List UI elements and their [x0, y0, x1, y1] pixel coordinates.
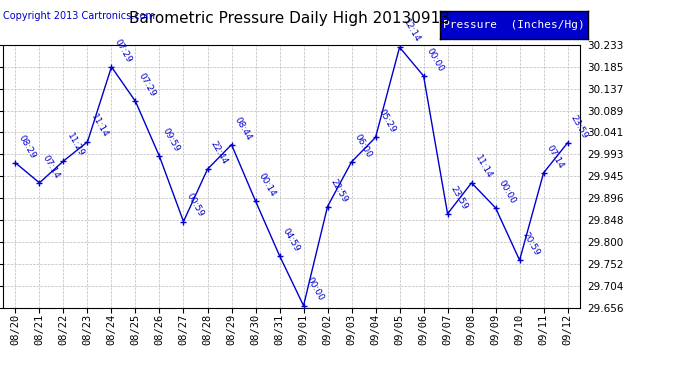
Text: 04:59: 04:59 [281, 226, 302, 253]
Text: 00:59: 00:59 [185, 192, 206, 219]
Text: 11:14: 11:14 [89, 112, 110, 139]
Text: 12:14: 12:14 [401, 18, 422, 45]
Text: 08:44: 08:44 [233, 115, 253, 142]
Text: 06:00: 06:00 [353, 132, 374, 159]
Text: Barometric Pressure Daily High 20130913: Barometric Pressure Daily High 20130913 [129, 11, 451, 26]
Text: 23:59: 23:59 [569, 113, 590, 140]
Text: 07:29: 07:29 [137, 72, 157, 99]
Text: 00:00: 00:00 [305, 276, 326, 303]
Text: 07:14: 07:14 [41, 153, 61, 180]
Text: 00:00: 00:00 [425, 46, 446, 73]
Text: 11:29: 11:29 [65, 131, 86, 158]
Text: Copyright 2013 Cartronics.com: Copyright 2013 Cartronics.com [3, 11, 155, 21]
Text: 00:14: 00:14 [257, 171, 277, 198]
Text: 08:29: 08:29 [17, 133, 37, 160]
Text: 20:59: 20:59 [521, 231, 542, 257]
Text: 23:59: 23:59 [449, 184, 470, 211]
Text: Pressure  (Inches/Hg): Pressure (Inches/Hg) [443, 20, 584, 30]
Text: 07:29: 07:29 [113, 37, 134, 64]
Text: 22:59: 22:59 [329, 177, 350, 204]
Text: 22:44: 22:44 [209, 140, 229, 166]
Text: 11:14: 11:14 [473, 153, 493, 180]
Text: 00:00: 00:00 [497, 178, 518, 205]
Text: 09:59: 09:59 [161, 127, 181, 154]
Text: 05:29: 05:29 [377, 108, 397, 135]
Text: 07:14: 07:14 [545, 143, 566, 170]
